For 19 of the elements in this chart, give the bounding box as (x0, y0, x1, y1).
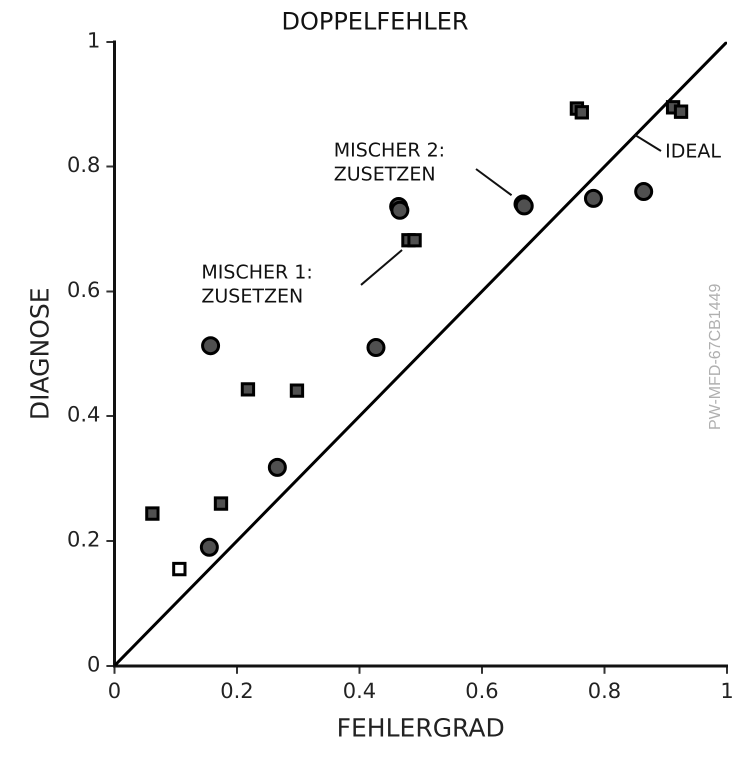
y-tick-label: 0 (87, 652, 100, 676)
x-tick-label: 0.4 (342, 678, 376, 703)
annotation: PW-MFD-67CB1449 (707, 283, 724, 430)
y-tick-label: 0.4 (66, 402, 100, 427)
x-tick-label: 0.2 (220, 678, 254, 703)
y-axis-title: DIAGNOSE (26, 287, 54, 420)
annotation: MISCHER 2: ZUSETZEN (334, 140, 446, 186)
y-tick-label: 0.6 (66, 278, 100, 302)
y-tick-label: 1 (87, 28, 100, 52)
x-axis-title: FEHLERGRAD (336, 714, 505, 742)
x-tick-label: 1 (720, 678, 734, 703)
chart-title: DOPPELFEHLER (281, 8, 469, 36)
y-tick-label: 0.8 (66, 153, 100, 178)
x-tick-label: 0.8 (588, 678, 622, 703)
annotation: IDEAL (665, 140, 722, 162)
annotation: MISCHER 1: ZUSETZEN (201, 261, 313, 308)
y-tick-label: 0.2 (66, 527, 100, 552)
x-tick-label: 0.6 (465, 678, 499, 703)
x-tick-label: 0 (108, 678, 122, 703)
